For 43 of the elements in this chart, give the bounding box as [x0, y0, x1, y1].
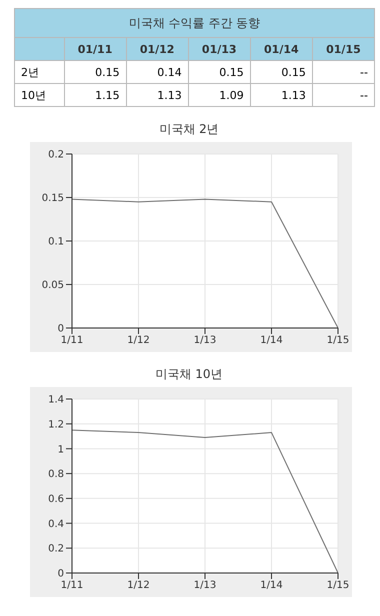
y-tick-label: 0 — [58, 568, 64, 580]
y-tick-label: 0.05 — [42, 280, 64, 292]
y-tick-label: 0 — [58, 324, 64, 335]
y-tick-label: 0.2 — [48, 150, 64, 161]
y-tick-label: 1 — [58, 444, 64, 456]
category-label: 2년 — [21, 66, 39, 78]
y-tick-label: 0.15 — [42, 193, 64, 204]
y-tick-label: 0.4 — [48, 518, 64, 530]
category-label: 01/11 — [64, 38, 126, 60]
x-tick-label: 1/14 — [260, 580, 283, 592]
y-tick-label: 0.6 — [48, 494, 64, 505]
y-tick-label: 1.2 — [48, 419, 64, 430]
x-tick-label: 1/13 — [194, 580, 216, 592]
text: 1.13 — [157, 88, 182, 102]
category-label: 01/14 — [250, 38, 312, 60]
text: 1.15 — [95, 88, 120, 102]
text: 0.15 — [281, 66, 306, 78]
x-tick-label: 1/12 — [127, 335, 150, 346]
text: 0.15 — [219, 66, 244, 78]
x-tick-label: 1/15 — [326, 580, 350, 592]
text: 미국채 수익률 주간 동향 — [14, 8, 374, 38]
x-tick-label: 1/11 — [60, 580, 84, 592]
category-label: 01/13 — [188, 38, 250, 60]
chart-title: 미국채 10년 — [154, 366, 224, 383]
x-tick-label: 1/15 — [326, 335, 350, 346]
x-tick-label: 1/11 — [60, 335, 84, 346]
chart-title: 미국채 2년 — [158, 121, 220, 138]
y-tick-label: 1.4 — [48, 394, 64, 406]
category-label: 10년 — [21, 88, 46, 102]
text: -- — [360, 88, 368, 102]
text: 1.13 — [281, 88, 306, 102]
y-tick-label: 0.8 — [48, 469, 64, 480]
x-tick-label: 1/13 — [194, 335, 216, 346]
x-tick-label: 1/12 — [127, 580, 150, 592]
text: 0.15 — [95, 66, 120, 78]
text: 1.09 — [219, 88, 244, 102]
y-tick-label: 0.1 — [48, 236, 64, 248]
category-label: 01/15 — [312, 38, 374, 60]
category-label: 01/12 — [126, 38, 188, 60]
text: 0.14 — [157, 66, 182, 78]
y-tick-label: 0.2 — [48, 544, 64, 555]
text: -- — [360, 66, 368, 78]
x-tick-label: 1/14 — [260, 335, 283, 346]
